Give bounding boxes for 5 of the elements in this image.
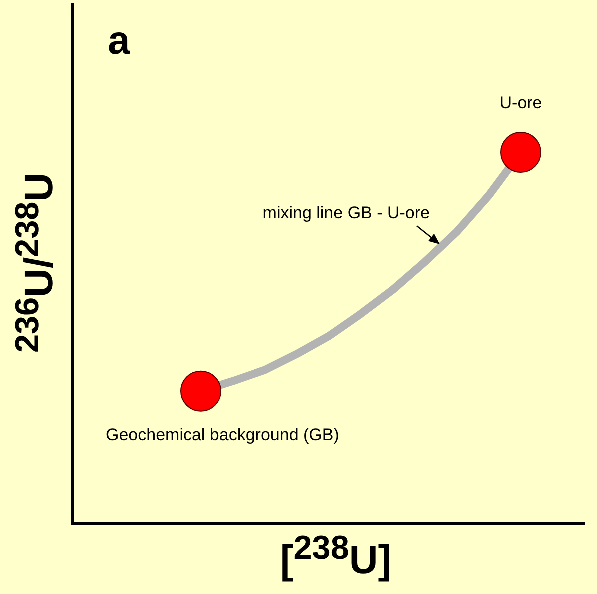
x-axis-title: [$^{238}$U]: [279, 530, 393, 584]
annotation: mixing line GB - U-ore: [262, 203, 430, 222]
annotation: Geochemical background (GB): [106, 426, 340, 445]
annotation: U-ore: [500, 94, 542, 113]
text: a: [108, 19, 131, 64]
